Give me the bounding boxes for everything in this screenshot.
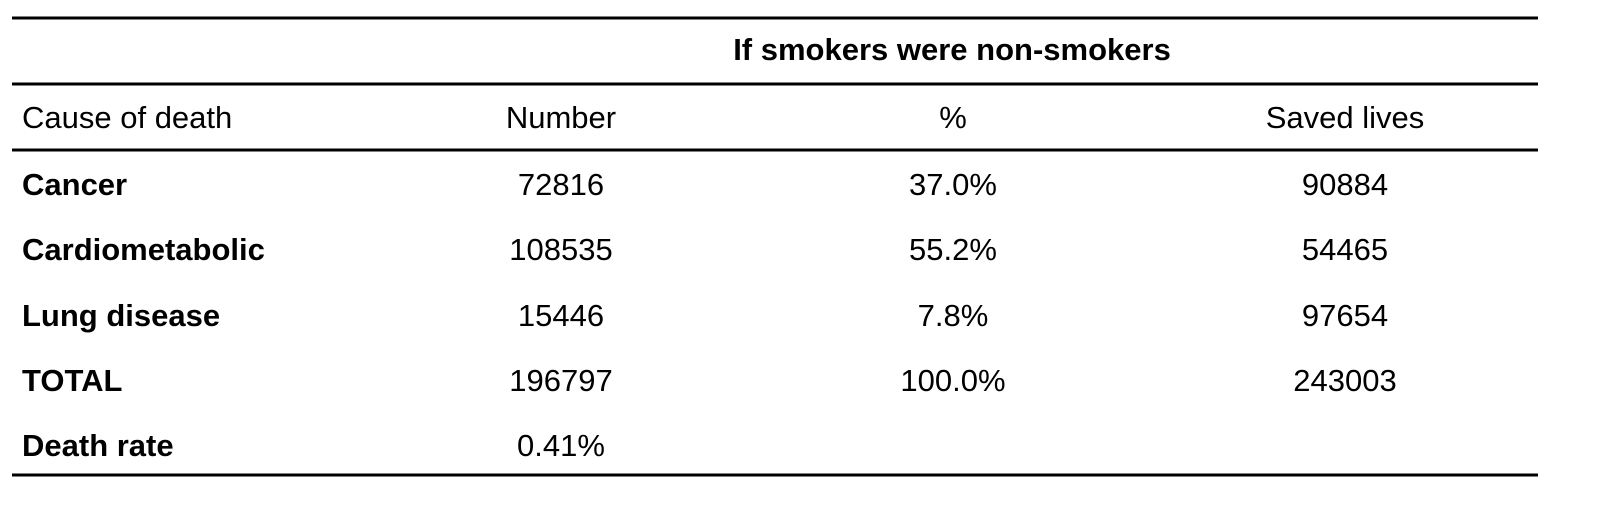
- cell: 97654: [1302, 298, 1388, 333]
- cell: 90884: [1302, 167, 1388, 202]
- row-label: Cancer: [22, 167, 127, 202]
- column-header: Number: [506, 100, 616, 135]
- row-label: Lung disease: [22, 298, 220, 333]
- cell: 196797: [509, 363, 612, 398]
- column-header: Cause of death: [22, 100, 232, 135]
- cell: 243003: [1293, 363, 1396, 398]
- cell: 37.0%: [909, 167, 997, 202]
- cell: 72816: [518, 167, 604, 202]
- row-label: Death rate: [22, 428, 174, 463]
- group-header: If smokers were non-smokers: [733, 32, 1171, 67]
- cell: 55.2%: [909, 232, 997, 267]
- column-header: Saved lives: [1266, 100, 1425, 135]
- column-header: %: [939, 100, 967, 135]
- cell: 7.8%: [918, 298, 989, 333]
- cell: 108535: [509, 232, 612, 267]
- row-label: TOTAL: [22, 363, 122, 398]
- cell: 54465: [1302, 232, 1388, 267]
- cell: 0.41%: [517, 428, 605, 463]
- row-label: Cardiometabolic: [22, 232, 265, 267]
- cell: 15446: [518, 298, 604, 333]
- cell: 100.0%: [900, 363, 1005, 398]
